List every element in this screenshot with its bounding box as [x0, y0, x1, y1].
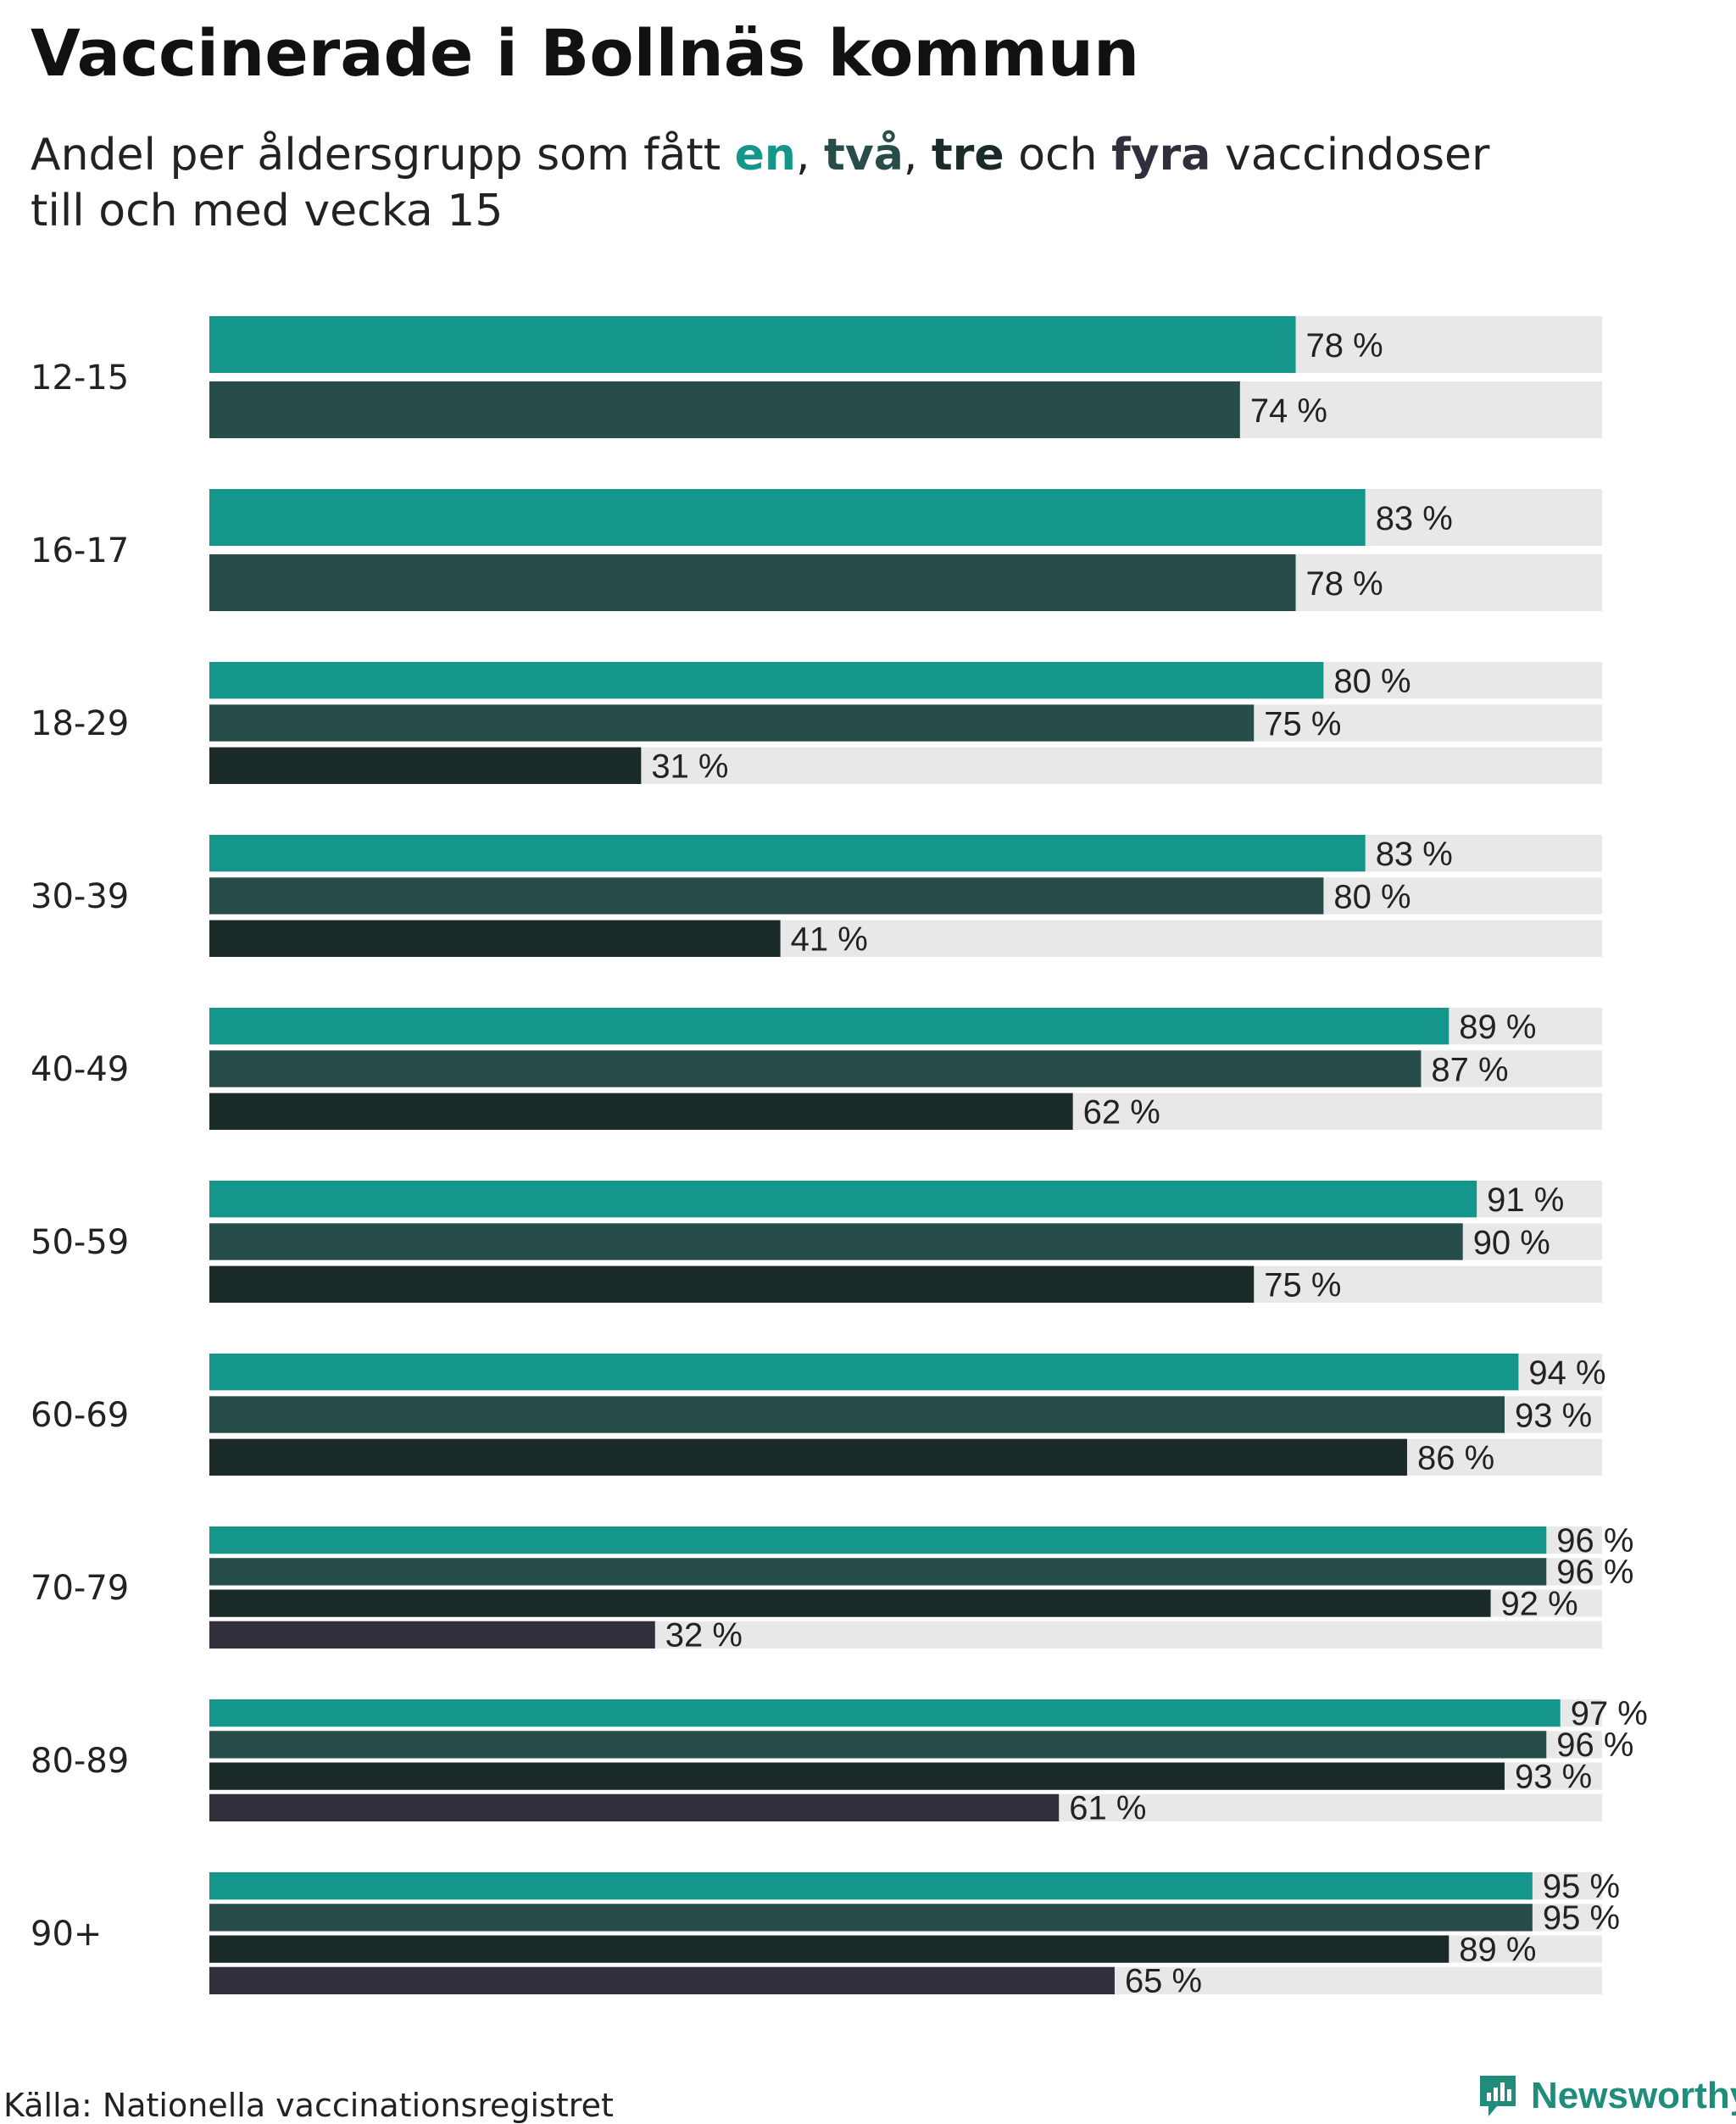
bar-tva	[209, 1396, 1505, 1433]
category-label: 18-29	[31, 704, 129, 743]
category-label: 30-39	[31, 877, 129, 916]
bar-tre	[209, 1438, 1407, 1476]
value-label: 89 %	[1459, 1931, 1536, 1968]
subtitle-separator: ,	[903, 130, 932, 181]
brand-logo[interactable]: Newsworthy	[1477, 2072, 1736, 2120]
category-label: 80-89	[31, 1742, 129, 1781]
value-label: 65 %	[1125, 1963, 1202, 2000]
value-label: 97 %	[1571, 1695, 1648, 1732]
bar-group-18-29: 18-29 80 % 75 % 31 %	[31, 662, 1602, 786]
category-label: 40-49	[31, 1050, 129, 1089]
value-label: 75 %	[1264, 1267, 1341, 1304]
bar-fyra	[209, 1793, 1060, 1821]
bar-tva	[209, 554, 1296, 611]
value-label: 75 %	[1264, 705, 1341, 742]
category-label: 16-17	[31, 531, 129, 570]
bar-tre	[209, 1935, 1449, 1963]
bar-tva	[209, 877, 1324, 915]
bar-tva	[209, 1731, 1547, 1759]
bar-tva	[209, 1558, 1547, 1586]
bar-fyra	[209, 1621, 655, 1649]
value-label: 96 %	[1556, 1522, 1633, 1560]
value-label: 93 %	[1515, 1397, 1592, 1434]
value-label: 95 %	[1543, 1868, 1620, 1905]
bar-group-30-39: 30-39 83 % 80 % 41 %	[31, 835, 1602, 959]
subtitle-separator: ,	[795, 130, 825, 181]
bar-fyra	[209, 1966, 1115, 1994]
bar-group-16-17: 16-17 83 % 78 %	[31, 489, 1602, 611]
bar-tre	[209, 1762, 1505, 1790]
value-label: 62 %	[1083, 1094, 1160, 1132]
value-label: 96 %	[1556, 1554, 1633, 1591]
value-label: 78 %	[1306, 327, 1383, 364]
category-label: 90+	[31, 1915, 102, 1954]
legend-keyword-one: en	[734, 130, 796, 181]
value-label: 32 %	[665, 1617, 743, 1654]
bar-group-80-89: 80-89 97 %96 %93 % 61 %	[31, 1695, 1648, 1827]
subtitle-prefix: Andel per åldersgrupp som fått	[31, 130, 735, 181]
bar-group-12-15: 12-15 78 % 74 %	[31, 316, 1602, 438]
bar-group-60-69: 60-69 94 % 93 % 86 %	[31, 1354, 1606, 1477]
value-label: 78 %	[1306, 565, 1383, 603]
bar-group-50-59: 50-59 91 % 90 % 75 %	[31, 1181, 1602, 1304]
bar-tre	[209, 1093, 1073, 1130]
value-label: 89 %	[1459, 1009, 1536, 1046]
subtitle-connector: och	[1004, 130, 1112, 181]
value-label: 90 %	[1473, 1224, 1550, 1261]
value-label: 80 %	[1333, 663, 1410, 700]
bar-group-90+: 90+ 95 %95 %89 % 65 %	[31, 1868, 1620, 2000]
value-label: 96 %	[1556, 1726, 1633, 1764]
chart-subtitle: Andel per åldersgrupp som fått en, två, …	[31, 127, 1641, 239]
legend-keyword-three: tre	[931, 130, 1004, 181]
bar-en	[209, 316, 1296, 373]
value-label: 86 %	[1417, 1440, 1494, 1477]
legend-keyword-two: två	[824, 130, 904, 181]
bar-en	[209, 489, 1366, 546]
value-label: 93 %	[1515, 1758, 1592, 1795]
value-label: 91 %	[1487, 1182, 1564, 1219]
bar-en	[209, 1526, 1547, 1554]
category-label: 60-69	[31, 1396, 129, 1435]
source-note: Källa: Nationella vaccinationsregistret	[3, 2087, 614, 2124]
legend-keyword-four: fyra	[1111, 130, 1211, 181]
value-label: 92 %	[1501, 1585, 1578, 1622]
value-label: 94 %	[1528, 1354, 1605, 1392]
category-label: 12-15	[31, 359, 129, 398]
bar-tva	[209, 1223, 1463, 1260]
bar-en	[209, 1354, 1519, 1391]
brand-name: Newsworthy	[1531, 2075, 1736, 2116]
bar-group-40-49: 40-49 89 % 87 % 62 %	[31, 1008, 1602, 1132]
bar-en	[209, 1699, 1561, 1727]
value-label: 83 %	[1376, 500, 1453, 537]
value-label: 41 %	[791, 921, 868, 959]
bar-tre	[209, 1589, 1491, 1617]
value-label: 87 %	[1431, 1051, 1508, 1088]
value-label: 74 %	[1250, 392, 1327, 430]
bar-en	[209, 1181, 1477, 1218]
bar-tre	[209, 920, 781, 957]
bar-tva	[209, 381, 1240, 438]
chart-title: Vaccinerade i Bollnäs kommun	[31, 15, 1140, 91]
category-label: 50-59	[31, 1223, 129, 1262]
subtitle-line2: till och med vecka 15	[31, 186, 504, 236]
bar-tre	[209, 1265, 1255, 1303]
bar-en	[209, 1872, 1533, 1900]
value-label: 61 %	[1069, 1790, 1146, 1827]
bar-tre	[209, 747, 642, 784]
bar-en	[209, 1008, 1449, 1045]
bar-tva	[209, 1050, 1422, 1087]
bar-chart: 12-15 78 % 74 % 16-17 83 % 78 % 18-29 80 % 75 % 3…	[31, 316, 1648, 2000]
value-label: 80 %	[1333, 878, 1410, 915]
newsworthy-logo-icon	[1480, 2076, 1516, 2116]
bar-en	[209, 835, 1366, 872]
category-label: 70-79	[31, 1569, 129, 1608]
subtitle-suffix: vaccindoser	[1210, 130, 1490, 181]
value-label: 31 %	[651, 748, 728, 786]
bar-tva	[209, 1904, 1533, 1932]
value-label: 95 %	[1543, 1899, 1620, 1937]
bar-en	[209, 662, 1324, 699]
value-label: 83 %	[1376, 836, 1453, 873]
bar-tva	[209, 704, 1255, 742]
